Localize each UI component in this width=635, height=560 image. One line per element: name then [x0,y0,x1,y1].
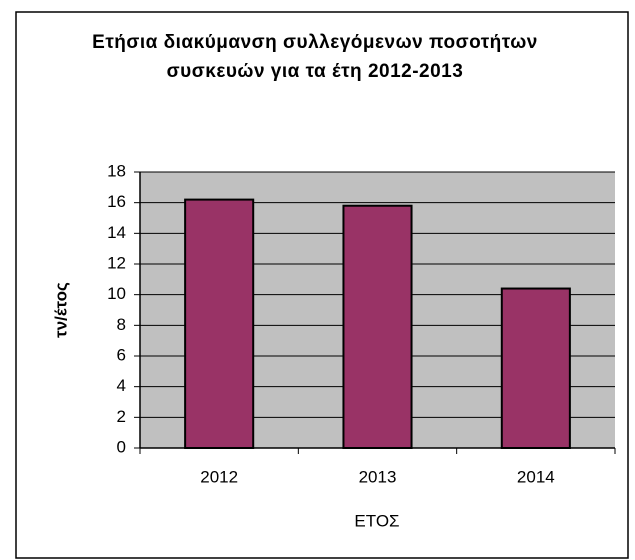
y-tick-label: 6 [117,345,126,364]
y-tick-label: 4 [117,376,126,395]
x-axis-label: ΕΤΟΣ [354,511,399,530]
bar [184,198,255,449]
y-axis-label: τν/έτος [51,282,70,338]
x-tick-label: 2014 [517,467,555,486]
bar [500,287,571,449]
bar [342,204,413,449]
y-tick-label: 10 [107,284,126,303]
y-tick-label: 14 [107,223,126,242]
chart-title: Ετήσια διακύμανση συλλεγόμενων ποσοτήτων… [92,32,538,82]
y-tick-label: 8 [117,315,126,334]
y-tick-label: 18 [107,161,126,180]
x-tick-label: 2013 [359,467,397,486]
y-tick-label: 0 [117,437,126,456]
y-tick-label: 2 [117,407,126,426]
x-tick-label: 2012 [200,467,238,486]
y-tick-label: 12 [107,253,126,272]
y-tick-label: 16 [107,192,126,211]
